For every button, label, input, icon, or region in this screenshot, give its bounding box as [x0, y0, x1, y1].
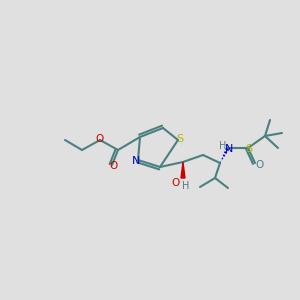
Text: O: O [172, 178, 180, 188]
Text: O: O [256, 160, 264, 170]
Polygon shape [181, 162, 185, 178]
Text: H: H [182, 181, 190, 191]
Text: O: O [109, 161, 117, 171]
Text: S: S [245, 144, 253, 154]
Text: S: S [176, 134, 184, 144]
Text: N: N [132, 156, 140, 166]
Text: N: N [225, 144, 233, 154]
Text: H: H [219, 141, 227, 151]
Text: O: O [96, 134, 104, 144]
